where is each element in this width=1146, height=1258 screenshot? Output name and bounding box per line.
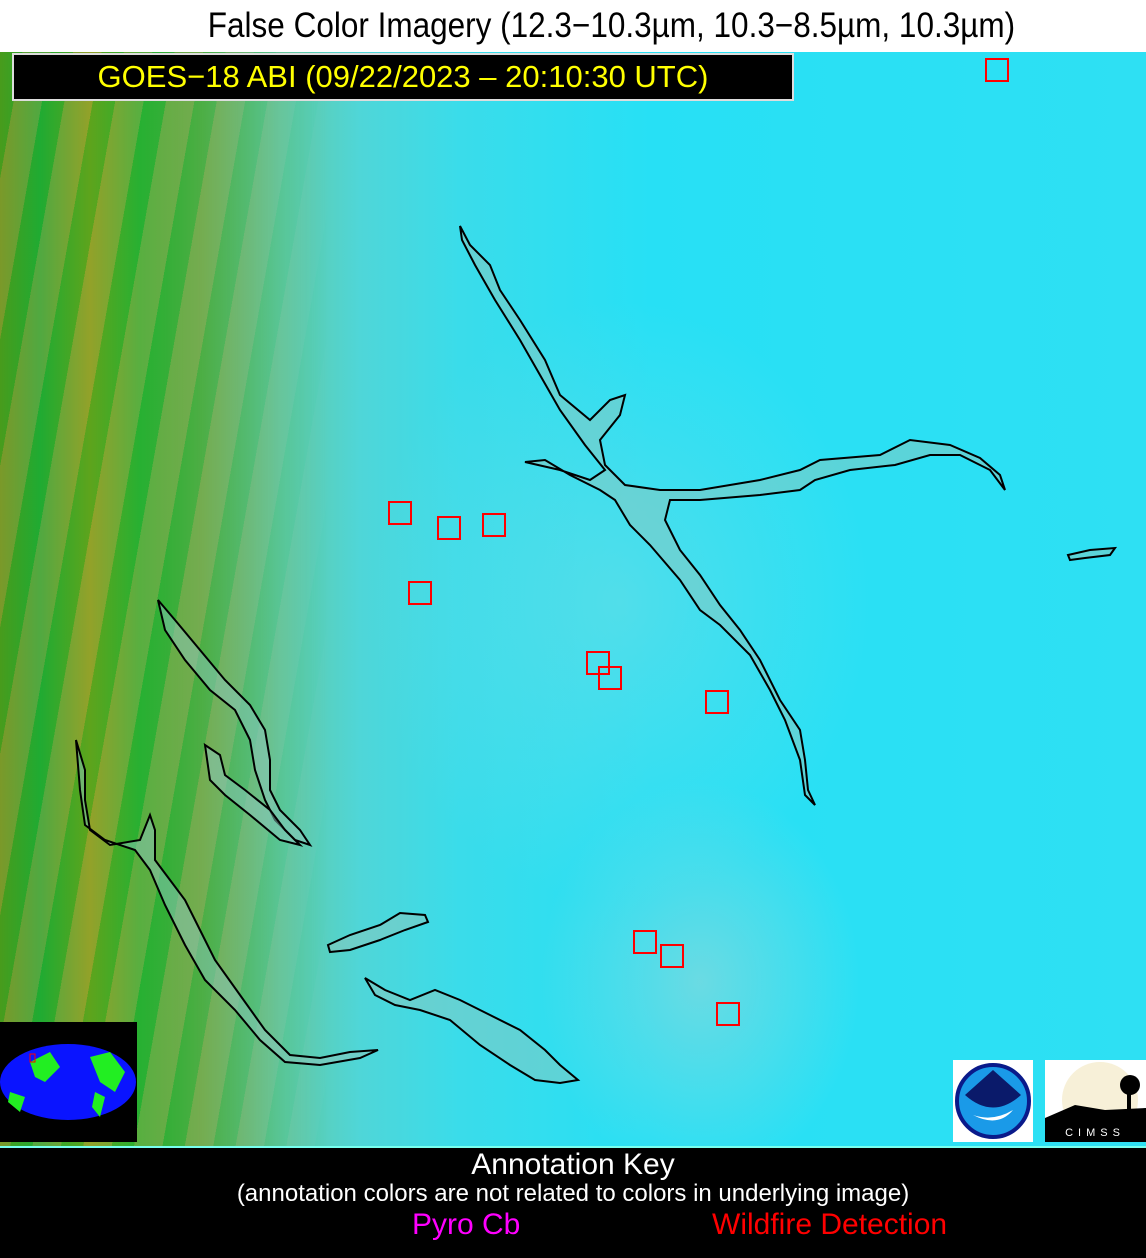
globe-location-marker bbox=[29, 1053, 36, 1063]
wildfire-detection-box bbox=[633, 930, 657, 954]
wildfire-detection-box bbox=[408, 581, 432, 605]
wildfire-detection-box bbox=[388, 501, 412, 525]
wildfire-detection-box bbox=[985, 58, 1009, 82]
lake-outline bbox=[75, 739, 379, 1067]
lake-outline bbox=[326, 911, 430, 954]
cimss-logo: CIMSS bbox=[1045, 1060, 1146, 1142]
lake-outline bbox=[157, 599, 313, 847]
satellite-imagery bbox=[0, 52, 1146, 1146]
legend-wildfire-detection: Wildfire Detection bbox=[712, 1208, 948, 1241]
satellite-timestamp-label: GOES−18 ABI (09/22/2023 – 20:10:30 UTC) bbox=[12, 53, 794, 101]
globe-land bbox=[8, 1052, 125, 1117]
lake-outline bbox=[459, 225, 1006, 806]
annotation-key-note: (annotation colors are not related to co… bbox=[236, 1180, 910, 1207]
image-title: False Color Imagery (12.3−10.3µm, 10.3−8… bbox=[207, 6, 1016, 45]
wildfire-detection-box bbox=[660, 944, 684, 968]
lake-outline bbox=[1066, 546, 1118, 562]
wildfire-detection-box bbox=[437, 516, 461, 540]
map-overlay bbox=[75, 58, 1118, 1085]
lake-outline bbox=[203, 742, 304, 847]
wildfire-detection-box bbox=[482, 513, 506, 537]
lake-outline bbox=[364, 977, 581, 1085]
wildfire-detection-box bbox=[598, 666, 622, 690]
imagery-texture bbox=[0, 52, 330, 1146]
wildfire-detection-box bbox=[705, 690, 729, 714]
svg-text:CIMSS: CIMSS bbox=[1065, 1127, 1125, 1139]
noaa-logo bbox=[953, 1060, 1033, 1142]
legend-pyro-cb: Pyro Cb bbox=[412, 1208, 521, 1241]
globe-locator-inset bbox=[0, 1022, 137, 1142]
annotation-key: Annotation Key (annotation colors are no… bbox=[0, 1146, 1146, 1258]
wildfire-detection-box bbox=[716, 1002, 740, 1026]
annotation-key-title: Annotation Key bbox=[471, 1148, 675, 1181]
